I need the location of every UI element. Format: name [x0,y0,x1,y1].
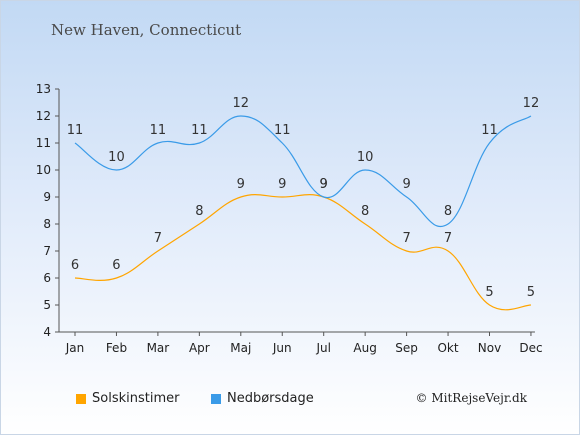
x-tick-label: Jun [272,341,292,355]
legend-item-sunshine: Solskinstimer [76,391,179,406]
y-tick-label: 5 [43,298,51,312]
data-label-sunshine: 6 [112,258,120,273]
x-tick-label: Aug [353,341,376,355]
data-label-rain-days: 11 [67,123,84,138]
data-label-rain-days: 8 [444,204,452,219]
x-tick-label: Feb [106,341,127,355]
x-tick-label: Dec [519,341,542,355]
legend-label-rain-days: Nedbørsdage [227,391,314,406]
x-tick-label: Okt [437,341,458,355]
legend-item-rain-days: Nedbørsdage [211,391,314,406]
data-label-sunshine: 7 [402,231,410,246]
data-label-sunshine: 9 [237,177,245,192]
y-tick-label: 11 [36,136,51,150]
chart-title: New Haven, Connecticut [51,21,242,39]
data-label-rain-days: 9 [320,177,328,192]
series-line-sunshine [74,194,532,311]
x-tick-label: Apr [189,341,210,355]
y-tick-label: 7 [43,244,51,258]
data-label-sunshine: 7 [154,231,162,246]
data-label-sunshine: 8 [195,204,203,219]
x-tick-label: Jan [65,341,85,355]
x-tick-label: Sep [395,341,418,355]
y-tick-label: 12 [36,109,51,123]
data-label-sunshine: 9 [320,177,328,192]
data-label-rain-days: 11 [150,123,167,138]
y-tick-label: 10 [36,163,51,177]
series-line-rain-days [74,115,532,227]
y-tick-label: 13 [36,82,51,96]
y-tick-label: 6 [43,271,51,285]
y-tick-label: 9 [43,190,51,204]
data-label-rain-days: 11 [191,123,208,138]
y-tick-label: 4 [43,325,51,339]
data-label-sunshine: 7 [444,231,452,246]
y-tick-label: 8 [43,217,51,231]
data-label-rain-days: 11 [481,123,498,138]
data-label-rain-days: 10 [108,150,125,165]
x-tick-label: Mar [147,341,170,355]
x-tick-label: Nov [478,341,501,355]
data-label-sunshine: 5 [485,285,493,300]
data-label-rain-days: 9 [402,177,410,192]
source-credit: © MitRejseVejr.dk [415,391,527,405]
legend-label-sunshine: Solskinstimer [92,391,180,406]
legend-swatch-rain-days [211,393,221,404]
data-label-rain-days: 10 [357,150,374,165]
x-tick-label: Maj [230,341,251,355]
data-label-rain-days: 11 [274,123,291,138]
legend-swatch-sunshine [76,393,86,404]
data-label-rain-days: 12 [233,96,250,111]
data-label-sunshine: 6 [71,258,79,273]
x-tick-label: Jul [315,341,330,355]
data-label-rain-days: 12 [523,96,540,111]
data-label-sunshine: 5 [527,285,535,300]
data-label-sunshine: 8 [361,204,369,219]
data-label-sunshine: 9 [278,177,286,192]
